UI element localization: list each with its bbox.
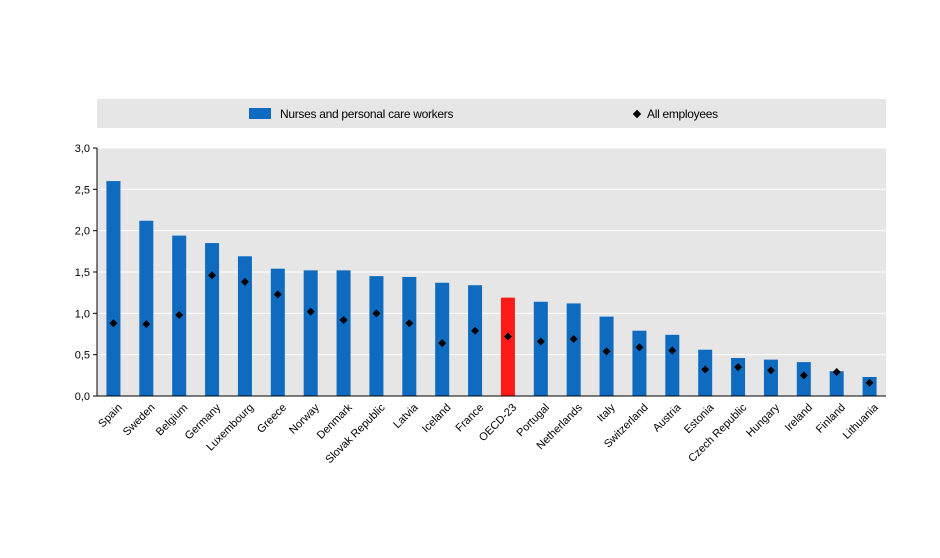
marker-spain	[109, 319, 118, 328]
bar-hungary	[763, 359, 778, 396]
x-tick-label: Italy	[595, 401, 618, 424]
legend-label-all-employees: All employees	[647, 106, 718, 121]
chart-legend: Nurses and personal care workers All emp…	[97, 99, 886, 128]
x-tick-label: Czech Republic	[686, 401, 749, 464]
bar-latvia	[402, 276, 417, 396]
marker-denmark	[339, 315, 348, 324]
bar-spain	[106, 181, 121, 396]
x-tick-label: Sweden	[121, 402, 158, 439]
y-tick-label: 1,5	[75, 267, 90, 279]
marker-austria	[668, 346, 677, 355]
y-tick-label: 0,0	[75, 391, 90, 403]
marker-portugal	[536, 337, 545, 346]
marker-hungary	[766, 366, 775, 375]
bar-series	[106, 181, 877, 396]
gridlines	[97, 147, 886, 356]
marker-ireland	[799, 371, 808, 380]
legend-label-nurses: Nurses and personal care workers	[280, 106, 454, 121]
y-tick-label: 2,0	[75, 226, 90, 238]
x-tick-label: Lithuania	[841, 401, 882, 442]
bar-sweden	[139, 220, 154, 396]
bar-denmark	[336, 270, 351, 396]
marker-series	[109, 271, 874, 387]
marker-sweden	[142, 320, 151, 329]
marker-estonia	[701, 365, 710, 374]
marker-france	[471, 326, 480, 335]
y-tick-label: 3,0	[75, 143, 90, 155]
x-tick-label: Hungary	[744, 401, 782, 439]
x-tick-label: Slovak Republic	[323, 401, 388, 466]
marker-iceland	[438, 339, 447, 348]
marker-germany	[208, 271, 217, 280]
marker-finland	[832, 368, 841, 377]
legend-swatch-bar	[249, 108, 271, 119]
legend-item-all-employees: All employees	[632, 99, 718, 128]
marker-slovak-republic	[372, 309, 381, 318]
x-axis-labels: SpainSwedenBelgiumGermanyLuxembourgGreec…	[96, 401, 881, 466]
y-axis-ticks: 0,0 0,5 1,0 1,5 2,0 2,5 3,0	[75, 143, 97, 403]
x-tick-label: Latvia	[391, 401, 421, 431]
y-tick-label: 0,5	[75, 350, 90, 362]
x-tick-label: Spain	[96, 402, 124, 430]
bar-germany	[205, 243, 220, 396]
bar-netherlands	[566, 303, 581, 396]
bar-austria	[665, 334, 680, 396]
marker-italy	[602, 347, 611, 356]
bar-france	[468, 285, 483, 396]
bar-norway	[303, 270, 318, 396]
x-tick-label: Greece	[255, 402, 289, 436]
bar-finland	[829, 371, 844, 396]
marker-czech-republic	[734, 363, 743, 372]
marker-lithuania	[865, 378, 874, 387]
x-tick-label: Austria	[651, 401, 684, 434]
marker-luxembourg	[240, 277, 249, 286]
bar-oecd-23	[500, 297, 515, 396]
legend-item-nurses: Nurses and personal care workers	[249, 99, 453, 128]
bar-greece	[270, 268, 285, 396]
marker-oecd-23	[503, 332, 512, 341]
y-tick-label: 1,0	[75, 308, 90, 320]
marker-latvia	[405, 319, 414, 328]
x-tick-label: France	[454, 402, 487, 435]
marker-greece	[273, 290, 282, 299]
bar-italy	[599, 316, 614, 396]
x-tick-label: Iceland	[420, 402, 454, 436]
bar-luxembourg	[237, 256, 252, 396]
marker-norway	[306, 307, 315, 316]
marker-netherlands	[569, 334, 578, 343]
bar-switzerland	[632, 330, 647, 396]
bar-portugal	[533, 301, 548, 396]
y-tick-label: 2,5	[75, 184, 90, 196]
marker-switzerland	[635, 343, 644, 352]
x-tick-label: Ireland	[783, 402, 815, 434]
marker-belgium	[175, 310, 184, 319]
bar-slovak-republic	[369, 276, 384, 396]
